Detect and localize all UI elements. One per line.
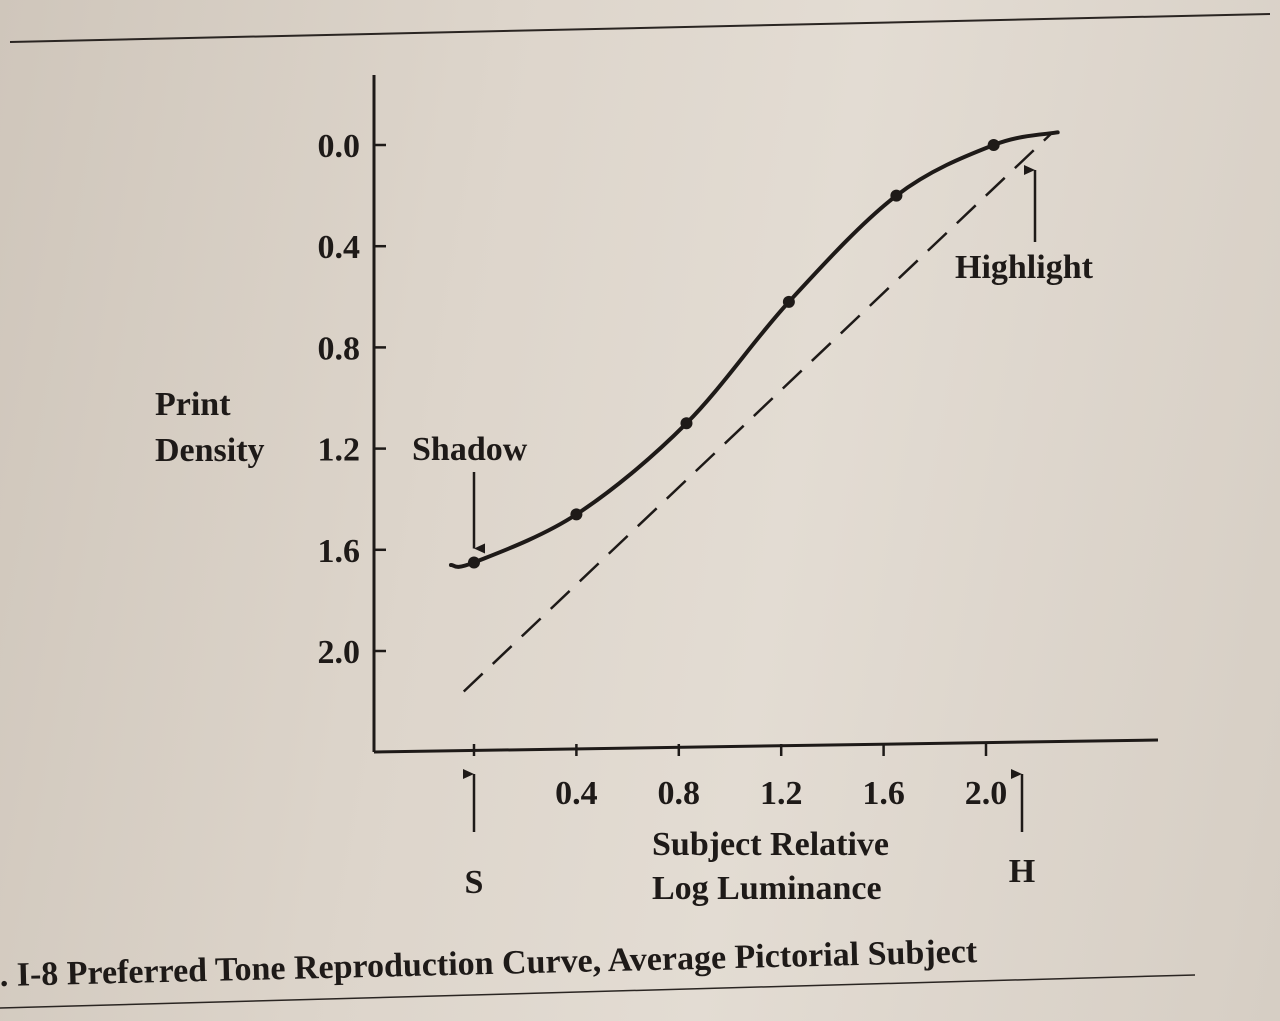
- annotation-s-label: S: [465, 864, 484, 901]
- annotation-highlight-label: Highlight: [955, 249, 1094, 286]
- series-layer: [448, 130, 1060, 693]
- page-top-rule: [9, 13, 1271, 43]
- tone-curve-line: [448, 130, 1060, 569]
- y-axis-title-line1: Print: [155, 386, 231, 423]
- y-tick-label-2: 0.8: [318, 330, 361, 367]
- y-axis-title-line2: Density: [155, 432, 265, 469]
- x-tick-label-1: 0.4: [555, 775, 598, 812]
- x-tick-label-4: 1.6: [862, 775, 905, 812]
- x-tick-label-2: 0.8: [658, 775, 701, 812]
- x-axis-line: [373, 738, 1159, 754]
- reference-dashed-line: [462, 131, 1054, 693]
- page-bottom-rule: [0, 974, 1196, 1009]
- y-tick-label-3: 1.2: [318, 432, 361, 469]
- y-tick-label-0: 0.0: [318, 128, 361, 165]
- tone-curve-point-3: [782, 295, 795, 308]
- y-tick-label-1: 0.4: [318, 229, 361, 266]
- annotation-layer: Shadow Highlight S H: [412, 165, 1094, 901]
- annotation-shadow-label: Shadow: [412, 431, 528, 468]
- y-tick-label-5: 2.0: [318, 634, 361, 671]
- chart-axes: [372, 75, 1159, 754]
- tone-curve-point-4: [890, 189, 903, 202]
- x-tick-label-5: 2.0: [965, 775, 1008, 812]
- tone-curve-point-0: [468, 556, 480, 569]
- tone-curve-point-1: [570, 508, 583, 521]
- tone-curve-point-2: [680, 417, 693, 430]
- x-ticks: 0.4 0.8 1.2 1.6 2.0: [472, 744, 1008, 812]
- x-axis-title-line1: Subject Relative: [652, 826, 889, 863]
- tone-curve-point-5: [987, 139, 1000, 151]
- y-ticks: 0.0 0.4 0.8 1.2 1.6 2.0: [318, 128, 386, 671]
- annotation-h-label: H: [1009, 853, 1035, 890]
- x-axis-title-line2: Log Luminance: [652, 870, 882, 907]
- y-tick-label-4: 1.6: [318, 533, 361, 570]
- x-tick-label-3: 1.2: [760, 775, 803, 812]
